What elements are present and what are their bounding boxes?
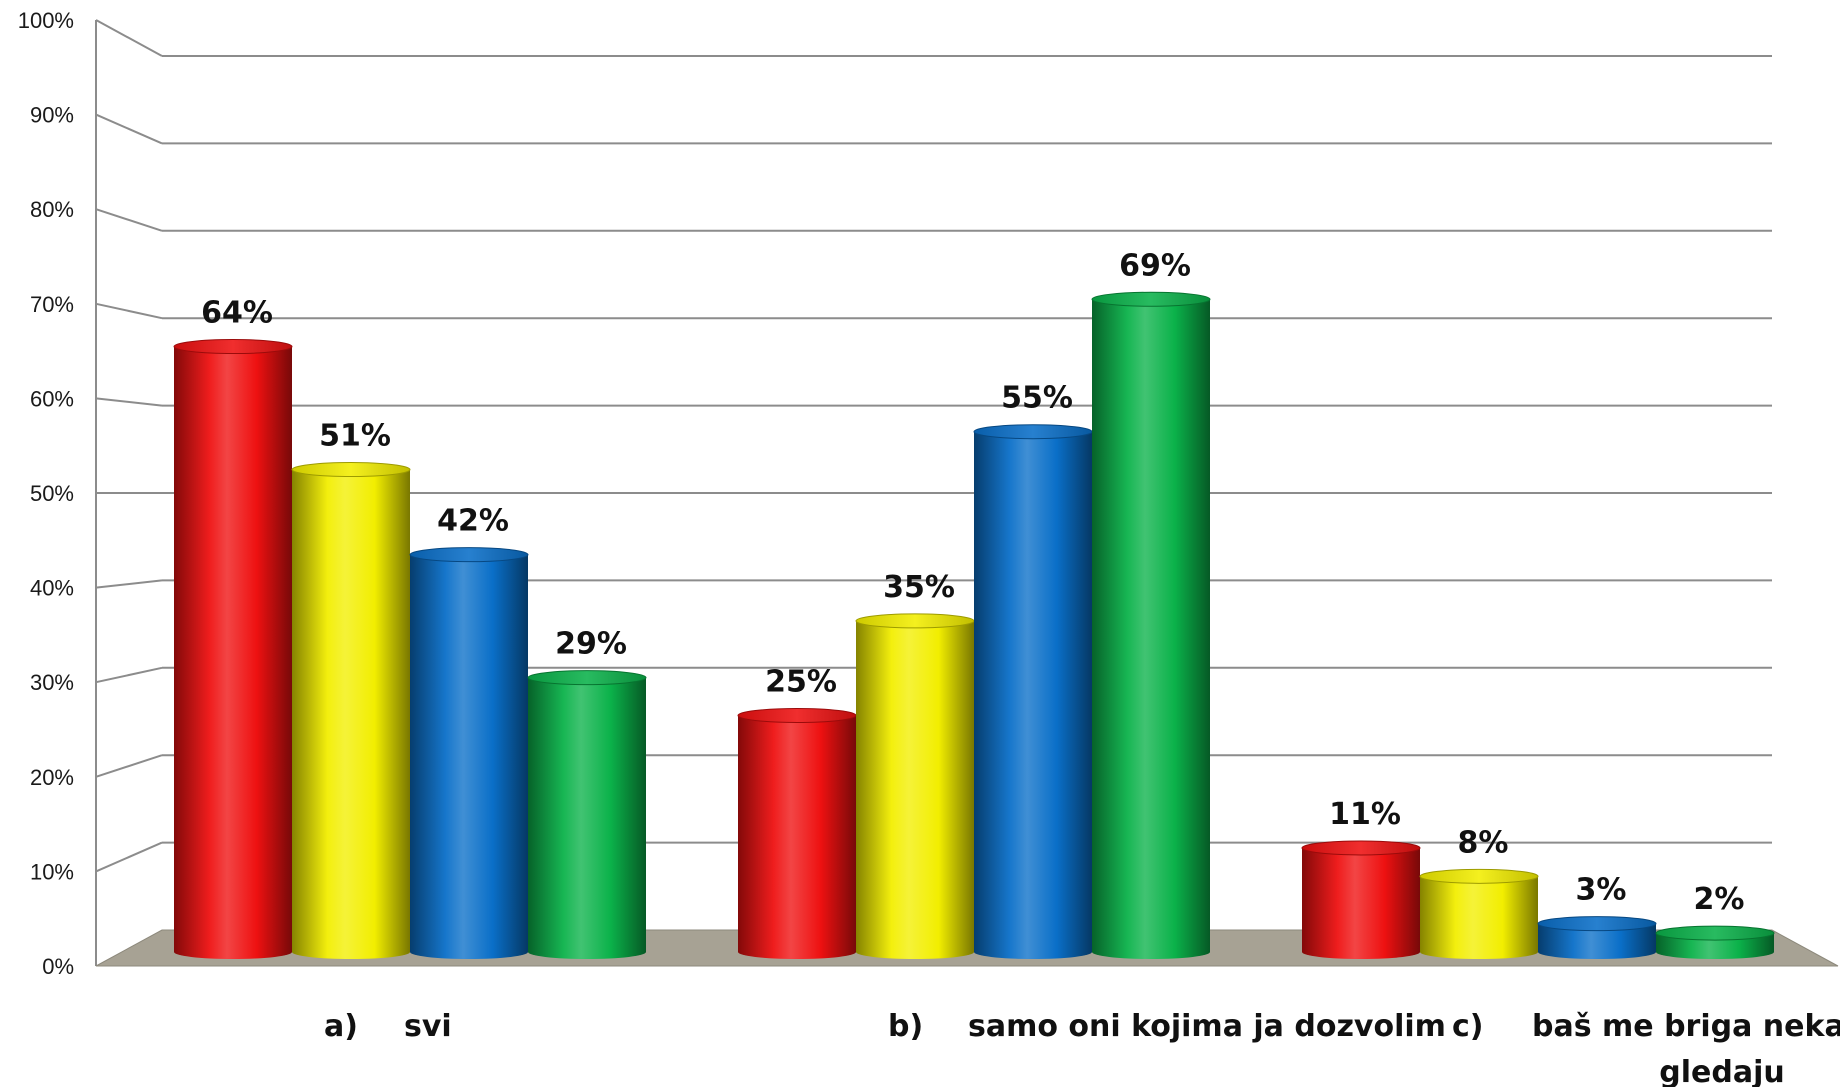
category-letter: b) [888, 1009, 923, 1044]
bar-top [527, 670, 647, 686]
bars [173, 291, 1775, 959]
category-label: samo oni kojima ja dozvolim [968, 1009, 1446, 1044]
y-tick-label: 60% [30, 386, 74, 411]
side-gridline [95, 302, 163, 320]
data-label: 8% [1458, 825, 1509, 860]
bar-top [1655, 925, 1775, 941]
y-tick-label: 20% [30, 765, 74, 790]
bar [973, 424, 1093, 959]
data-label: 29% [555, 627, 627, 662]
bar-body [292, 469, 410, 959]
data-label: 2% [1694, 882, 1745, 917]
bar-top [291, 462, 411, 478]
category-label: gledaju [1659, 1055, 1784, 1087]
data-label: 25% [765, 665, 837, 700]
bar [291, 462, 411, 959]
bar-top [1301, 840, 1421, 856]
bar [737, 708, 857, 959]
bar [1091, 291, 1211, 959]
category-letter: a) [324, 1009, 358, 1044]
category-label: baš me briga neka čitaju i [1532, 1009, 1840, 1044]
data-label: 35% [883, 570, 955, 605]
bar-body [1420, 876, 1538, 959]
bar-top [1091, 291, 1211, 307]
data-label: 55% [1001, 381, 1073, 416]
data-label: 3% [1576, 873, 1627, 908]
data-labels: 64% 51% 42% 29% 25% 35% 55% 69% 11% 8% 3% 2% [201, 248, 1744, 917]
y-tick-label: 90% [30, 103, 74, 128]
side-gridline [95, 579, 163, 589]
bar-body [974, 431, 1092, 959]
category-label: svi [404, 1009, 452, 1044]
data-label: 69% [1119, 248, 1191, 283]
bar [1301, 840, 1421, 959]
bar [527, 670, 647, 959]
bar-body [410, 554, 528, 959]
y-tick-label: 50% [30, 481, 74, 506]
y-tick-label: 100% [18, 8, 74, 33]
bar-body [1092, 299, 1210, 959]
y-tick-label: 70% [30, 292, 74, 317]
y-tick-label: 10% [30, 859, 74, 884]
bar-top [973, 424, 1093, 440]
side-gridline [95, 666, 163, 684]
bar-top [1537, 916, 1657, 932]
bar-top [1419, 868, 1539, 884]
y-axis-ticks: 0% 10% 20% 30% 40% 50% 60% 70% 80% 90% 100% [18, 8, 74, 979]
bar [409, 547, 529, 959]
category-letter: c) [1452, 1009, 1484, 1044]
bar [1537, 916, 1657, 959]
bar-top [737, 708, 857, 723]
bar-body [528, 677, 646, 959]
y-tick-label: 40% [30, 576, 74, 601]
bar [173, 339, 293, 959]
side-gridline [95, 754, 163, 778]
side-gridline [95, 841, 163, 873]
data-label: 11% [1329, 797, 1401, 832]
side-gridline [95, 397, 163, 407]
bar-body [738, 715, 856, 959]
data-label: 51% [319, 419, 391, 454]
bar-body [1302, 847, 1420, 959]
side-gridline [95, 19, 163, 57]
bar-body [174, 346, 292, 959]
bar [1655, 925, 1775, 959]
y-tick-label: 80% [30, 197, 74, 222]
data-label: 42% [437, 504, 509, 539]
bar-body [856, 620, 974, 959]
bar-top [173, 339, 293, 355]
bar [1419, 868, 1539, 959]
y-tick-label: 0% [42, 954, 74, 979]
side-gridline [95, 113, 163, 145]
bar-body [1538, 923, 1656, 959]
bar-top [855, 613, 975, 629]
category-labels: a) svi b) samo oni kojima ja dozvolim c) baš … [324, 1009, 1840, 1087]
data-label: 64% [201, 296, 273, 331]
bar [855, 613, 975, 959]
side-gridline [95, 208, 163, 232]
bar-top [409, 547, 529, 563]
y-tick-label: 30% [30, 670, 74, 695]
